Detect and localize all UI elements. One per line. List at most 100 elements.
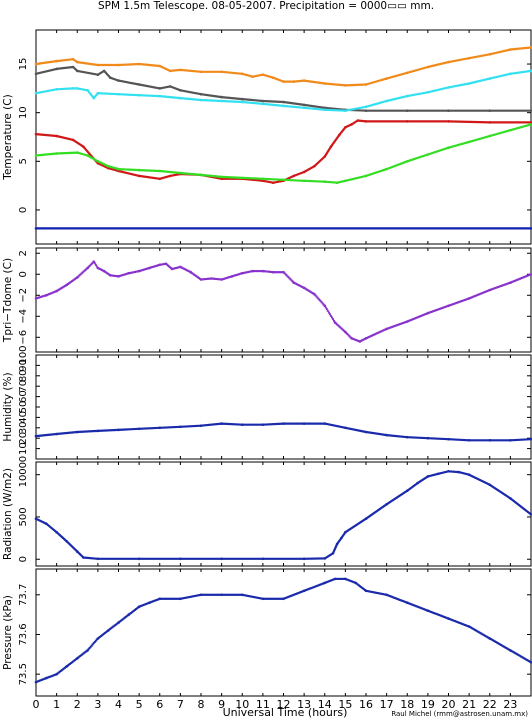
data-marker [220,177,223,181]
y-tick-label: 0 [18,207,29,213]
series-line [35,65,531,112]
data-marker [55,672,58,676]
y-tick-label: 60 [18,390,29,403]
data-marker [34,154,38,157]
series-temperature-0 [34,46,532,87]
data-marker [323,304,327,308]
data-point [451,303,454,306]
data-point [79,654,82,657]
data-point [92,642,95,645]
data-marker [282,597,285,601]
data-point [197,594,200,597]
data-marker [220,95,223,99]
series-line [35,123,532,184]
data-point [428,610,431,613]
data-marker [488,121,492,124]
data-marker [344,126,347,129]
data-point [442,615,445,618]
data-marker [34,517,38,520]
data-marker [137,269,141,273]
data-marker [86,266,89,270]
data-point [306,288,309,291]
data-marker [179,68,182,72]
data-marker [302,557,306,561]
data-point [89,645,92,648]
data-marker [71,57,75,61]
data-point [273,597,276,600]
data-marker [509,439,512,442]
data-point [253,270,256,273]
data-marker [385,593,388,597]
panel-pressure: 73.5 73.6 73.7 Pressure (kPa) [2,568,532,697]
data-marker [102,269,106,273]
data-point [346,333,349,336]
data-marker [364,109,368,112]
data-marker [34,132,38,136]
data-point [471,627,474,630]
data-marker [488,134,492,138]
data-point [109,627,112,630]
data-point [98,268,101,270]
data-point [69,662,71,665]
data-marker [509,72,512,76]
data-marker [467,82,471,85]
data-point [458,300,461,303]
data-marker [302,286,306,290]
data-point [428,311,431,314]
series-temperature-1 [34,65,532,112]
data-marker [261,73,265,76]
data-point [484,635,487,638]
y-tick-label: 0 [18,271,29,277]
data-marker [199,278,203,281]
data-point [187,270,190,273]
data-point [253,596,256,599]
data-marker [34,72,38,76]
data-point [454,620,457,623]
data-marker [158,597,162,601]
data-point [79,273,82,276]
data-marker [282,104,285,108]
data-marker [241,100,244,104]
data-point [435,612,438,615]
data-marker [137,62,141,66]
y-tick-label: 0 [18,456,29,462]
data-marker [447,437,450,441]
data-marker [488,288,492,292]
data-marker [282,80,285,83]
data-point [317,297,320,300]
data-point [286,596,289,599]
data-marker [426,475,430,478]
data-marker [447,120,450,123]
data-marker [467,297,471,300]
data-point [289,595,292,597]
data-point [161,263,164,266]
data-marker [117,275,120,278]
x-axis-label: Universal Time (hours) [223,706,348,719]
data-marker [241,72,244,76]
data-marker [117,169,120,173]
data-point [325,308,328,311]
data-point [326,309,329,312]
data-marker [313,292,316,296]
data-marker [488,109,492,112]
y-tick-label: 0 [18,556,29,562]
data-marker [385,77,388,80]
data-point [289,278,292,281]
data-point [285,274,288,277]
data-marker [282,100,285,104]
data-point [90,644,93,647]
data-point [58,670,61,673]
data-marker [529,661,532,664]
data-point [491,287,494,290]
data-marker [65,664,69,668]
data-point [161,597,164,600]
data-point [445,305,448,308]
data-marker [529,273,532,276]
data-marker [323,422,327,425]
data-point [402,600,405,603]
data-point [151,266,154,268]
data-marker [148,266,151,270]
data-marker [96,63,100,67]
data-marker [406,109,409,112]
data-marker [356,119,360,122]
